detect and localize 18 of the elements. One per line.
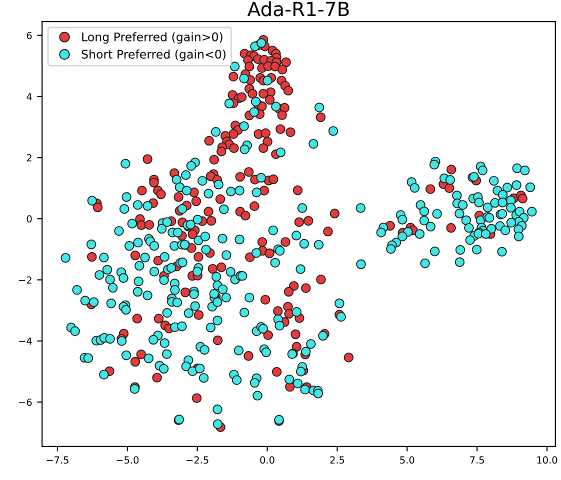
x-tick-label: 0.0 <box>260 456 274 464</box>
chart-title: Ada-R1-7B <box>247 1 349 16</box>
y-tick-label: −4 <box>19 338 32 345</box>
y-tick-label: −6 <box>19 398 32 406</box>
x-tick-label: 10.0 <box>537 456 558 464</box>
x-tick-label: −7.5 <box>46 456 68 464</box>
x-tick-label: 7.5 <box>470 456 484 464</box>
legend-label: Long Preferred (gain>0) <box>82 32 222 44</box>
x-tick-label: −2.5 <box>186 456 208 464</box>
x-tick-label: 2.5 <box>330 456 344 464</box>
legend-label: Short Preferred (gain<0) <box>82 50 226 61</box>
y-tick-label: 0 <box>26 215 32 223</box>
y-tick-label: −2 <box>19 276 32 284</box>
y-tick-label: 4 <box>26 93 32 100</box>
x-tick-label: 5.0 <box>400 456 414 464</box>
x-tick-label: −5.0 <box>116 456 139 464</box>
y-tick-label: 2 <box>26 154 32 162</box>
y-tick-label: 6 <box>26 32 32 40</box>
